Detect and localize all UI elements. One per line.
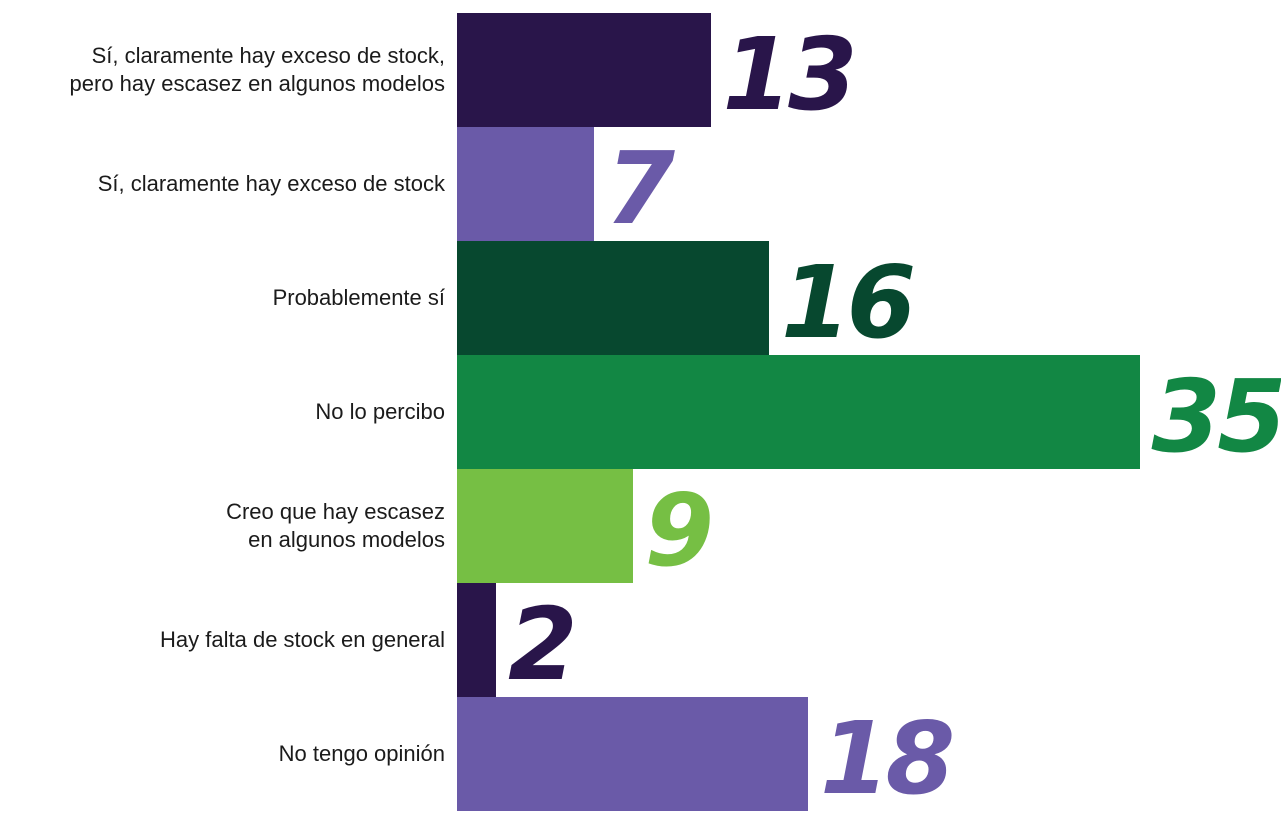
bar	[457, 127, 594, 241]
bar	[457, 13, 711, 127]
bar	[457, 583, 496, 697]
category-label: Sí, claramente hay exceso de stock, pero…	[5, 42, 445, 98]
category-label: Hay falta de stock en general	[5, 626, 445, 654]
value-label: 18	[820, 709, 951, 809]
category-label: Probablemente sí	[5, 284, 445, 312]
category-label: Sí, claramente hay exceso de stock	[5, 170, 445, 198]
value-label: 2	[508, 595, 574, 695]
category-label: No lo percibo	[5, 398, 445, 426]
value-label: 7	[606, 139, 672, 239]
value-label: 9	[645, 481, 711, 581]
value-label: 16	[781, 253, 912, 353]
value-label: 35	[1152, 367, 1281, 467]
bar	[457, 697, 808, 811]
category-label: Creo que hay escasez en algunos modelos	[5, 498, 445, 554]
value-label: 13	[723, 25, 854, 125]
bar	[457, 241, 769, 355]
bar	[457, 469, 633, 583]
category-label: No tengo opinión	[5, 740, 445, 768]
bar	[457, 355, 1140, 469]
